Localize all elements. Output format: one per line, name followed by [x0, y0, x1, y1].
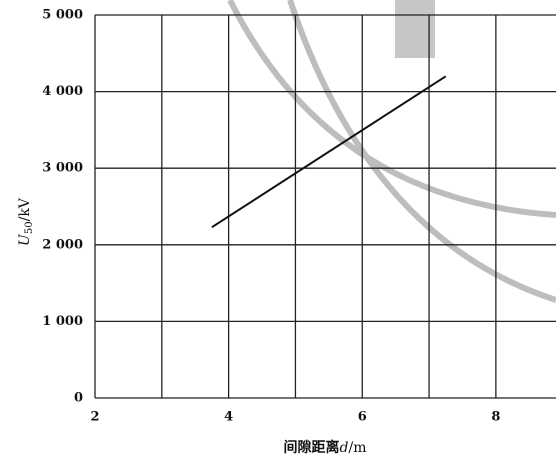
y-label-symbol: U [17, 233, 33, 246]
x-label-symbol: d [340, 440, 349, 456]
x-tick-label: 8 [491, 410, 500, 425]
y-tick-label: 2 000 [42, 237, 83, 252]
x-label-text: 间隙距离 [284, 439, 340, 456]
x-label-unit: /m [348, 440, 366, 456]
data-line [211, 75, 447, 229]
y-tick-label: 5 000 [42, 8, 83, 23]
x-tick-label: 6 [358, 410, 367, 425]
watermark [227, 0, 556, 303]
y-label-unit: /kV [17, 197, 33, 221]
y-tick-label: 4 000 [42, 84, 83, 99]
x-tick-label: 4 [224, 410, 233, 425]
x-axis-label: 间隙距离d/m [284, 439, 367, 456]
y-tick-label: 3 000 [42, 161, 83, 176]
y-axis-label: U50/kV [17, 197, 35, 246]
x-tick-label: 2 [90, 410, 99, 425]
y-tick-label: 1 000 [42, 314, 83, 329]
y-tick-label: 0 [74, 391, 83, 406]
y-label-sub: 50 [24, 221, 35, 234]
